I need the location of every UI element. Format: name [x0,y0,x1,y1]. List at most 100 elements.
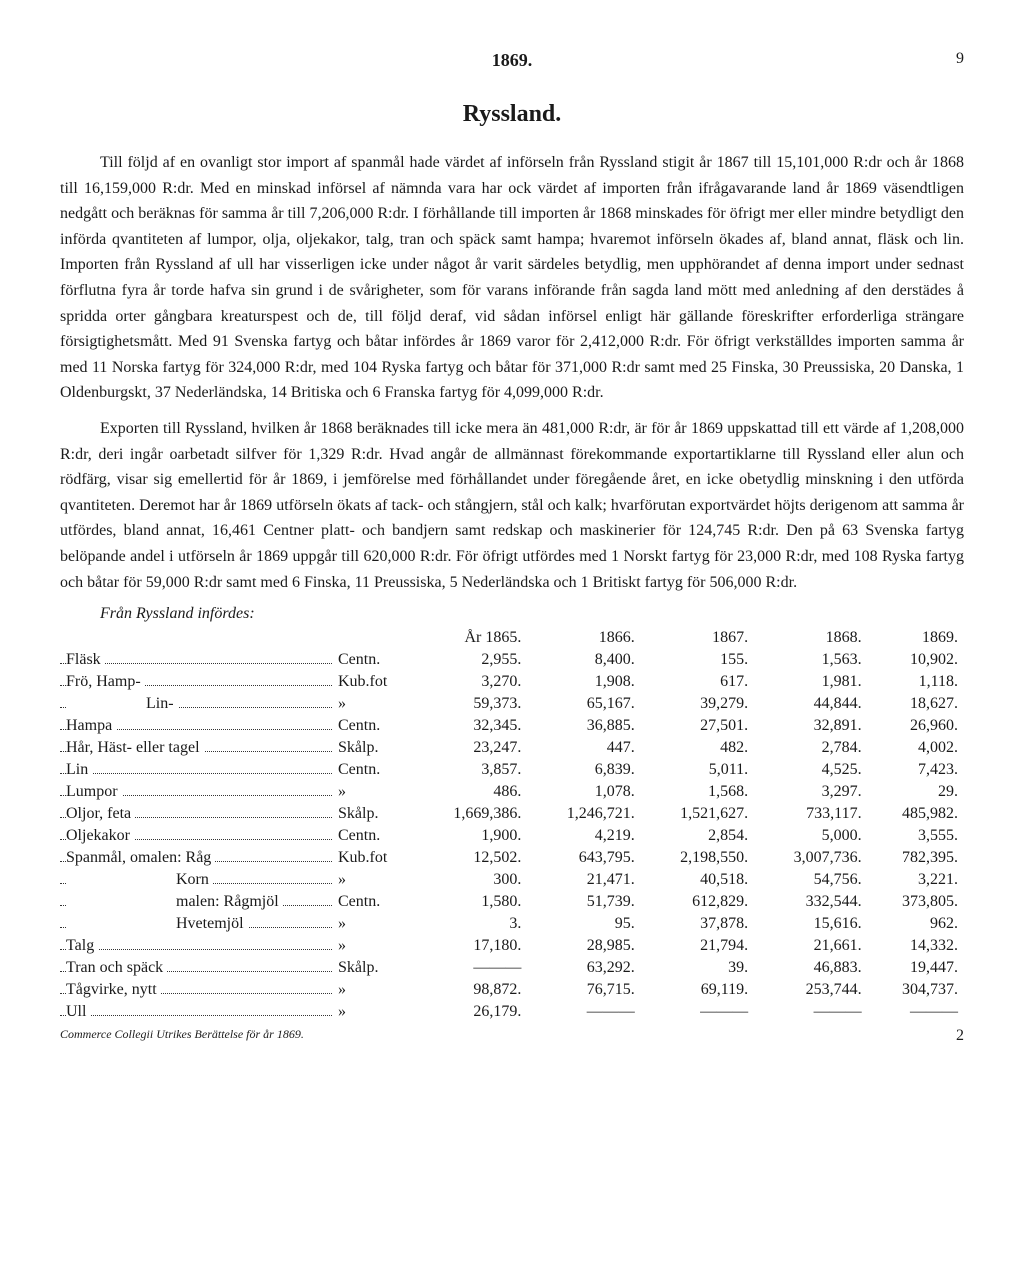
running-year: 1869. [120,50,904,71]
row-unit: » [332,869,414,891]
row-unit: Centn. [332,649,414,671]
header-row: 1869. 9 [60,50,964,71]
table-body: Fläsk Centn.2,955.8,400.155.1,563.10,902… [60,649,964,1023]
row-name: Lin- [60,693,332,715]
row-unit: Centn. [332,825,414,847]
row-value: 1,246,721. [527,803,640,825]
signature-number: 2 [956,1027,964,1045]
row-value: 8,400. [527,649,640,671]
row-value: 27,501. [641,715,754,737]
row-value: 28,985. [527,935,640,957]
table-head: År 1865. 1866. 1867. 1868. 1869. [60,627,964,649]
row-unit: Skålp. [332,803,414,825]
row-unit: » [332,693,414,715]
row-value: 485,982. [868,803,964,825]
import-table: År 1865. 1866. 1867. 1868. 1869. Fläsk C… [60,627,964,1023]
row-value: 1,908. [527,671,640,693]
row-unit: Skålp. [332,737,414,759]
row-value: ——— [868,1001,964,1023]
row-unit: » [332,935,414,957]
row-value: 65,167. [527,693,640,715]
table-intro: Från Ryssland infördes: [60,605,964,623]
row-name: Tran och späck [60,957,332,979]
row-value: ——— [414,957,527,979]
row-value: 2,198,550. [641,847,754,869]
row-value: 19,447. [868,957,964,979]
row-value: 5,000. [754,825,867,847]
row-value: 2,955. [414,649,527,671]
row-value: 617. [641,671,754,693]
page-number: 9 [904,50,964,71]
row-value: 69,119. [641,979,754,1001]
row-value: 4,002. [868,737,964,759]
row-value: 51,739. [527,891,640,913]
row-value: 4,219. [527,825,640,847]
row-name: Hår, Häst- eller tagel [60,737,332,759]
paragraph-1: Till följd af en ovanligt stor import af… [60,150,964,406]
table-row: Ull »26,179.———————————— [60,1001,964,1023]
row-value: 3. [414,913,527,935]
table-row: Lumpor »486.1,078.1,568.3,297.29. [60,781,964,803]
row-name: Korn [60,869,332,891]
row-value: 2,784. [754,737,867,759]
col-1866: 1866. [527,627,640,649]
row-name: Hampa [60,715,332,737]
row-value: 3,297. [754,781,867,803]
table-row: Talg »17,180.28,985.21,794.21,661.14,332… [60,935,964,957]
row-name: Spanmål, omalen: Råg [60,847,332,869]
paragraph-2: Exporten till Ryssland, hvilken år 1868 … [60,416,964,595]
section-title: Ryssland. [60,101,964,128]
row-value: 14,332. [868,935,964,957]
row-value: 4,525. [754,759,867,781]
table-row: Korn »300.21,471.40,518.54,756.3,221. [60,869,964,891]
row-unit: Skålp. [332,957,414,979]
table-row: Spanmål, omalen: Råg Kub.fot12,502.643,7… [60,847,964,869]
row-value: 44,844. [754,693,867,715]
row-value: 1,981. [754,671,867,693]
row-unit: » [332,913,414,935]
row-value: 10,902. [868,649,964,671]
row-name: Lumpor [60,781,332,803]
col-1869: 1869. [868,627,964,649]
row-value: 32,345. [414,715,527,737]
row-value: ——— [527,1001,640,1023]
row-value: 373,805. [868,891,964,913]
row-value: 26,179. [414,1001,527,1023]
row-value: 253,744. [754,979,867,1001]
row-value: 2,854. [641,825,754,847]
row-name: Fläsk [60,649,332,671]
row-value: 59,373. [414,693,527,715]
row-value: 1,078. [527,781,640,803]
row-value: 733,117. [754,803,867,825]
row-name: Tågvirke, nytt [60,979,332,1001]
row-unit: » [332,781,414,803]
row-unit: » [332,979,414,1001]
header-left [60,50,120,71]
row-value: 26,960. [868,715,964,737]
row-value: 1,563. [754,649,867,671]
row-value: 155. [641,649,754,671]
row-value: 1,580. [414,891,527,913]
row-value: 37,878. [641,913,754,935]
row-value: 612,829. [641,891,754,913]
row-value: 447. [527,737,640,759]
table-row: Oljor, feta Skålp.1,669,386.1,246,721.1,… [60,803,964,825]
row-value: 18,627. [868,693,964,715]
footer-row: Commerce Collegii Utrikes Berättelse för… [60,1027,964,1045]
row-value: 36,885. [527,715,640,737]
row-value: 782,395. [868,847,964,869]
row-value: 32,891. [754,715,867,737]
row-unit: Kub.fot [332,671,414,693]
row-value: 21,661. [754,935,867,957]
row-name: malen: Rågmjöl [60,891,332,913]
row-unit: Kub.fot [332,847,414,869]
col-1865: År 1865. [414,627,527,649]
row-value: 29. [868,781,964,803]
row-value: 1,118. [868,671,964,693]
table-row: Frö, Hamp- Kub.fot3,270.1,908.617.1,981.… [60,671,964,693]
row-value: 1,900. [414,825,527,847]
row-value: 332,544. [754,891,867,913]
row-value: ——— [641,1001,754,1023]
row-value: 95. [527,913,640,935]
row-value: 98,872. [414,979,527,1001]
